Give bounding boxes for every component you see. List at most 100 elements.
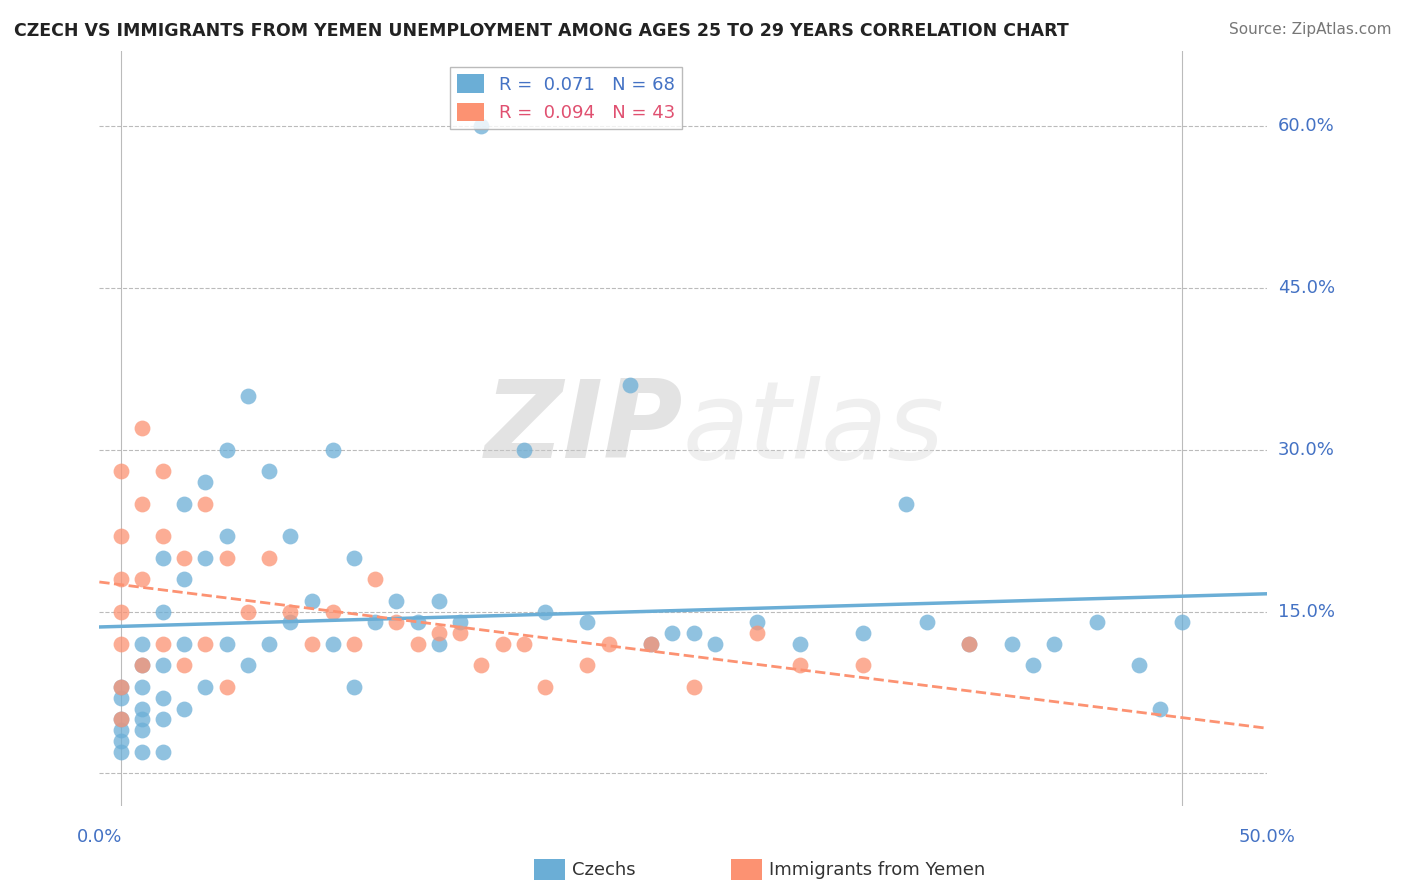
Point — [152, 690, 174, 705]
Point — [194, 680, 217, 694]
Point — [491, 637, 513, 651]
Point — [322, 442, 344, 457]
Point — [1085, 615, 1108, 630]
Point — [152, 529, 174, 543]
Point — [173, 550, 195, 565]
Point — [131, 637, 153, 651]
Point — [703, 637, 725, 651]
Point — [385, 593, 408, 607]
Point — [406, 637, 429, 651]
Point — [576, 658, 599, 673]
Point — [131, 712, 153, 726]
Point — [110, 605, 132, 619]
Point — [364, 572, 387, 586]
Point — [661, 626, 683, 640]
Point — [173, 497, 195, 511]
Text: 30.0%: 30.0% — [1278, 441, 1334, 458]
Point — [598, 637, 620, 651]
Point — [789, 658, 811, 673]
Point — [576, 615, 599, 630]
Text: Czechs: Czechs — [572, 861, 636, 879]
Point — [280, 605, 302, 619]
Point — [152, 745, 174, 759]
Point — [110, 637, 132, 651]
Point — [1128, 658, 1150, 673]
Point — [427, 626, 450, 640]
Point — [110, 745, 132, 759]
Point — [152, 658, 174, 673]
Point — [534, 680, 557, 694]
Point — [173, 701, 195, 715]
Point — [1043, 637, 1066, 651]
Point — [110, 572, 132, 586]
Text: 50.0%: 50.0% — [1239, 828, 1295, 846]
Point — [1022, 658, 1045, 673]
Point — [427, 593, 450, 607]
Point — [236, 605, 259, 619]
Point — [131, 680, 153, 694]
Point — [152, 464, 174, 478]
Text: CZECH VS IMMIGRANTS FROM YEMEN UNEMPLOYMENT AMONG AGES 25 TO 29 YEARS CORRELATIO: CZECH VS IMMIGRANTS FROM YEMEN UNEMPLOYM… — [14, 22, 1069, 40]
Point — [513, 442, 536, 457]
Point — [236, 389, 259, 403]
Point — [131, 745, 153, 759]
Point — [364, 615, 387, 630]
Point — [152, 605, 174, 619]
Text: 45.0%: 45.0% — [1278, 279, 1334, 297]
Point — [852, 658, 875, 673]
Point — [449, 626, 471, 640]
Point — [343, 550, 366, 565]
Point — [957, 637, 980, 651]
Point — [640, 637, 662, 651]
Point — [215, 529, 238, 543]
Point — [173, 658, 195, 673]
Point — [449, 615, 471, 630]
Point — [110, 680, 132, 694]
Point — [957, 637, 980, 651]
Point — [747, 615, 769, 630]
Text: 15.0%: 15.0% — [1278, 602, 1334, 621]
Point — [322, 637, 344, 651]
Point — [131, 497, 153, 511]
Point — [110, 712, 132, 726]
Point — [173, 572, 195, 586]
Point — [110, 690, 132, 705]
Point — [110, 529, 132, 543]
Point — [280, 529, 302, 543]
Point — [470, 119, 492, 133]
Point — [470, 658, 492, 673]
Point — [1170, 615, 1192, 630]
Text: atlas: atlas — [683, 376, 945, 481]
Point — [915, 615, 938, 630]
Point — [110, 680, 132, 694]
Point — [619, 378, 641, 392]
Point — [1149, 701, 1171, 715]
Point — [789, 637, 811, 651]
Point — [131, 658, 153, 673]
Point — [215, 550, 238, 565]
Point — [152, 637, 174, 651]
Text: Source: ZipAtlas.com: Source: ZipAtlas.com — [1229, 22, 1392, 37]
Point — [257, 550, 280, 565]
Point — [110, 464, 132, 478]
Point — [640, 637, 662, 651]
Point — [110, 712, 132, 726]
Point — [215, 680, 238, 694]
Point — [322, 605, 344, 619]
Point — [173, 637, 195, 651]
Legend: R =  0.071   N = 68, R =  0.094   N = 43: R = 0.071 N = 68, R = 0.094 N = 43 — [450, 67, 682, 129]
Point — [534, 605, 557, 619]
Point — [236, 658, 259, 673]
Point — [682, 626, 704, 640]
Point — [152, 550, 174, 565]
Point — [894, 497, 917, 511]
Point — [131, 572, 153, 586]
Text: ZIP: ZIP — [485, 376, 683, 481]
Point — [682, 680, 704, 694]
Point — [152, 712, 174, 726]
Point — [852, 626, 875, 640]
Point — [131, 701, 153, 715]
Point — [343, 680, 366, 694]
Text: 0.0%: 0.0% — [77, 828, 122, 846]
Point — [301, 593, 323, 607]
